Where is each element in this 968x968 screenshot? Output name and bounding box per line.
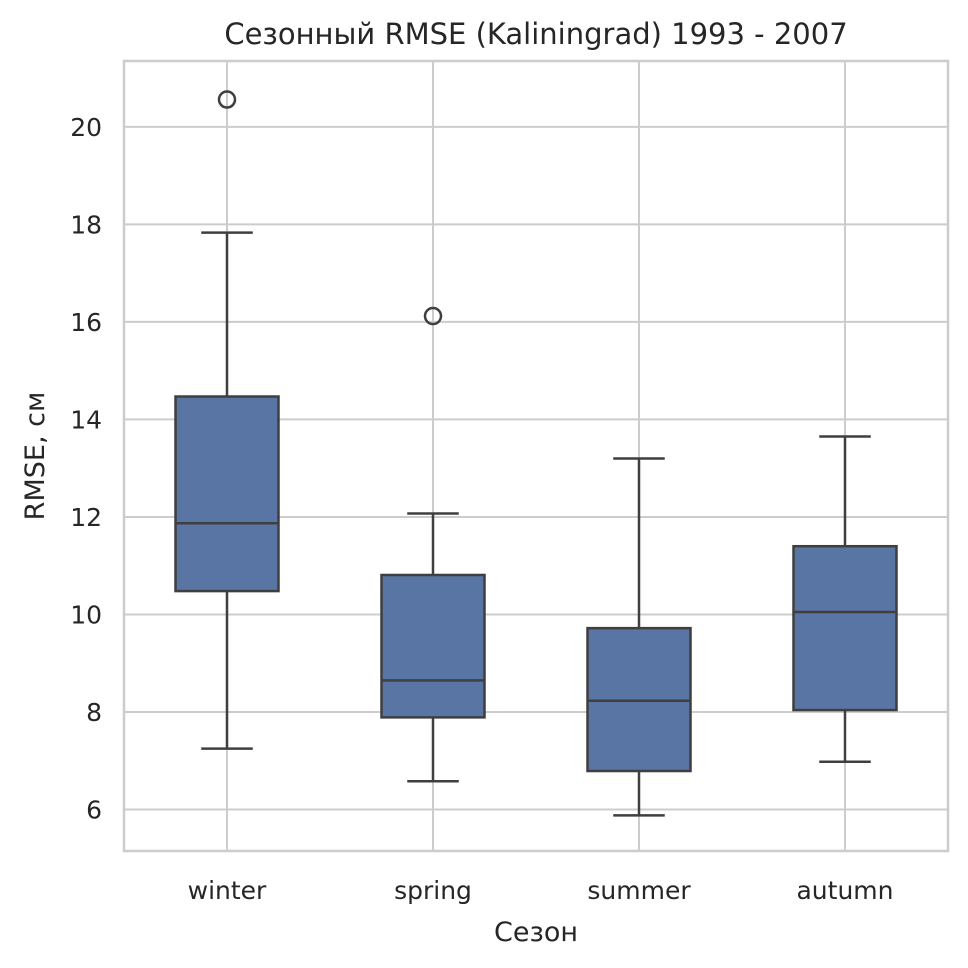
y-tick-label: 16 [70, 308, 102, 337]
x-tick-label: spring [394, 876, 472, 905]
x-axis-label: Сезон [494, 917, 578, 948]
y-tick-label: 20 [70, 113, 102, 142]
y-tick-label: 8 [86, 698, 102, 727]
box-summer [586, 457, 692, 817]
y-tick-label: 12 [70, 503, 102, 532]
outlier-point [217, 90, 237, 109]
y-tick-label: 6 [86, 796, 102, 825]
iqr-box [792, 544, 898, 712]
y-tick-label: 10 [70, 600, 102, 629]
x-tick-label: autumn [796, 876, 893, 905]
x-tick-label: summer [587, 876, 691, 905]
outlier-point [423, 306, 443, 326]
chart-title: Сезонный RMSE (Kaliningrad) 1993 - 2007 [224, 17, 847, 51]
box-winter [174, 90, 280, 750]
y-axis-label: RMSE, см [20, 392, 51, 521]
y-tick-label: 18 [70, 210, 102, 239]
iqr-box [380, 573, 486, 719]
plot-frame [122, 59, 950, 853]
x-tick-label: winter [188, 876, 267, 905]
box-marks [174, 90, 898, 817]
iqr-box [174, 395, 280, 593]
box-autumn [792, 435, 898, 764]
y-tick-label: 14 [70, 405, 102, 434]
box-spring [380, 306, 486, 783]
tick-labels: 6 8 10 12 14 16 18 20 winter spring summer autumn [70, 113, 893, 905]
